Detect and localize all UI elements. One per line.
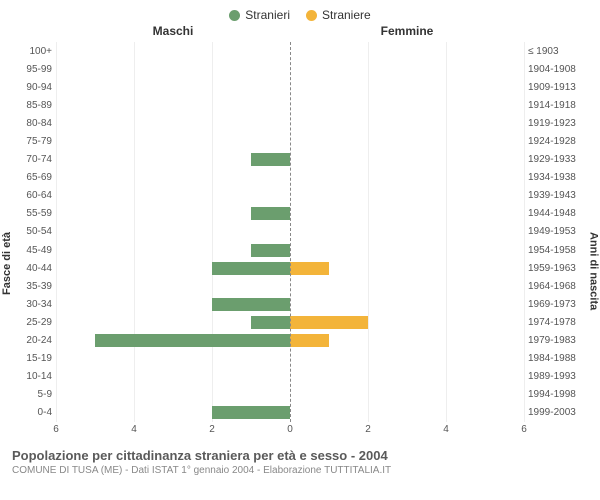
- x-tick-label: 6: [53, 424, 59, 435]
- bar-female: [290, 334, 329, 347]
- header-male: Maschi: [56, 24, 290, 38]
- pyramid-chart: Fasce di età 100+95-9990-9485-8980-8475-…: [8, 42, 592, 422]
- birth-label: 1919-1923: [528, 114, 592, 132]
- birth-label: 1914-1918: [528, 96, 592, 114]
- birth-label: 1909-1913: [528, 78, 592, 96]
- column-headers: Maschi Femmine: [8, 24, 592, 38]
- age-label: 65-69: [8, 169, 52, 187]
- age-label: 90-94: [8, 78, 52, 96]
- age-label: 5-9: [8, 386, 52, 404]
- y-axis-birth: ≤ 19031904-19081909-19131914-19181919-19…: [524, 42, 592, 422]
- birth-label: 1999-2003: [528, 404, 592, 422]
- bar-male: [251, 207, 290, 220]
- age-label: 60-64: [8, 187, 52, 205]
- age-label: 0-4: [8, 404, 52, 422]
- birth-label: 1979-1983: [528, 332, 592, 350]
- bar-female: [290, 262, 329, 275]
- bar-male: [251, 316, 290, 329]
- x-tick-label: 4: [443, 424, 449, 435]
- birth-label: 1934-1938: [528, 169, 592, 187]
- birth-label: 1969-1973: [528, 295, 592, 313]
- age-label: 75-79: [8, 132, 52, 150]
- birth-label: 1994-1998: [528, 386, 592, 404]
- age-label: 10-14: [8, 368, 52, 386]
- y-left-title: Fasce di età: [1, 232, 13, 295]
- age-label: 40-44: [8, 259, 52, 277]
- bar-male: [251, 244, 290, 257]
- bar-male: [212, 406, 290, 419]
- birth-label: 1974-1978: [528, 313, 592, 331]
- age-label: 70-74: [8, 151, 52, 169]
- age-label: 30-34: [8, 295, 52, 313]
- y-axis-age: 100+95-9990-9485-8980-8475-7970-7465-696…: [8, 42, 56, 422]
- age-label: 35-39: [8, 277, 52, 295]
- swatch-female: [306, 10, 317, 21]
- age-label: 55-59: [8, 205, 52, 223]
- header-female: Femmine: [290, 24, 524, 38]
- birth-label: 1959-1963: [528, 259, 592, 277]
- x-ticks: 6 4 2 0 2 4 6: [56, 424, 524, 442]
- birth-label: ≤ 1903: [528, 42, 592, 60]
- bar-male: [212, 262, 290, 275]
- chart-subtitle: COMUNE DI TUSA (ME) - Dati ISTAT 1° genn…: [12, 465, 592, 476]
- age-label: 80-84: [8, 114, 52, 132]
- age-label: 25-29: [8, 313, 52, 331]
- birth-label: 1924-1928: [528, 132, 592, 150]
- x-axis: 6 4 2 0 2 4 6: [8, 424, 592, 442]
- legend-female-label: Straniere: [322, 8, 371, 22]
- bar-male: [212, 298, 290, 311]
- birth-label: 1939-1943: [528, 187, 592, 205]
- age-label: 95-99: [8, 60, 52, 78]
- legend-female: Straniere: [306, 8, 371, 22]
- birth-label: 1954-1958: [528, 241, 592, 259]
- age-label: 20-24: [8, 332, 52, 350]
- legend-male-label: Stranieri: [245, 8, 290, 22]
- chart-footer: Popolazione per cittadinanza straniera p…: [8, 448, 592, 476]
- legend: Stranieri Straniere: [8, 8, 592, 22]
- birth-label: 1944-1948: [528, 205, 592, 223]
- swatch-male: [229, 10, 240, 21]
- age-label: 50-54: [8, 223, 52, 241]
- x-tick-label: 0: [287, 424, 293, 435]
- x-tick-label: 6: [521, 424, 527, 435]
- legend-male: Stranieri: [229, 8, 290, 22]
- age-label: 85-89: [8, 96, 52, 114]
- bar-male: [251, 153, 290, 166]
- center-divider: [290, 42, 291, 422]
- x-tick-label: 2: [209, 424, 215, 435]
- bar-female: [290, 316, 368, 329]
- chart-title: Popolazione per cittadinanza straniera p…: [12, 448, 592, 463]
- age-label: 45-49: [8, 241, 52, 259]
- birth-label: 1904-1908: [528, 60, 592, 78]
- plot-area: [56, 42, 524, 422]
- birth-label: 1984-1988: [528, 350, 592, 368]
- age-label: 100+: [8, 42, 52, 60]
- birth-label: 1964-1968: [528, 277, 592, 295]
- age-label: 15-19: [8, 350, 52, 368]
- birth-label: 1929-1933: [528, 151, 592, 169]
- birth-label: 1949-1953: [528, 223, 592, 241]
- y-right-title: Anni di nascita: [587, 232, 599, 310]
- x-tick-label: 2: [365, 424, 371, 435]
- bar-male: [95, 334, 290, 347]
- x-tick-label: 4: [131, 424, 137, 435]
- birth-label: 1989-1993: [528, 368, 592, 386]
